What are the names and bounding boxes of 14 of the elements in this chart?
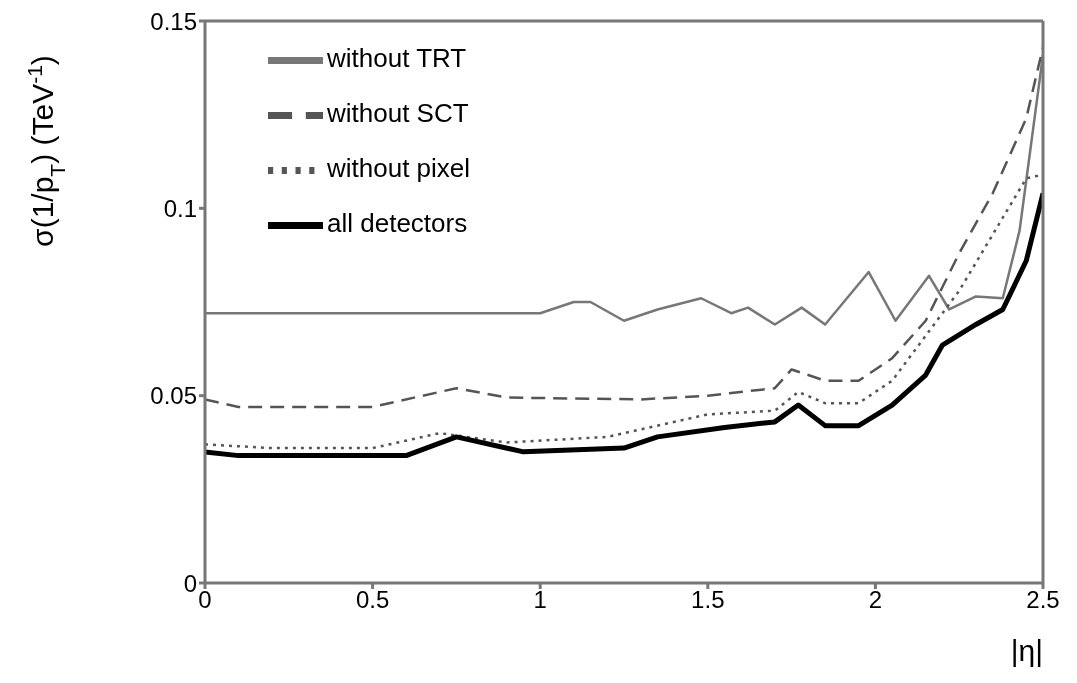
x-axis-title: |η| bbox=[1010, 634, 1043, 667]
legend-label: without SCT bbox=[327, 98, 469, 129]
x-tick-label: 1.5 bbox=[691, 586, 725, 614]
x-tick-label: 2 bbox=[868, 586, 883, 614]
y-tick-label: 0.05 bbox=[150, 382, 197, 410]
x-tick-label: 2.5 bbox=[1026, 586, 1060, 614]
legend-label: without TRT bbox=[327, 43, 467, 74]
legend-label: without pixel bbox=[327, 153, 471, 184]
y-tick-label: 0 bbox=[183, 569, 197, 597]
y-tick-label: 0.15 bbox=[150, 7, 197, 35]
legend-label: all detectors bbox=[327, 208, 468, 239]
y-tick-label: 0.1 bbox=[163, 194, 197, 222]
x-tick-label: 1 bbox=[533, 586, 547, 614]
x-tick-label: 0.5 bbox=[355, 586, 390, 614]
